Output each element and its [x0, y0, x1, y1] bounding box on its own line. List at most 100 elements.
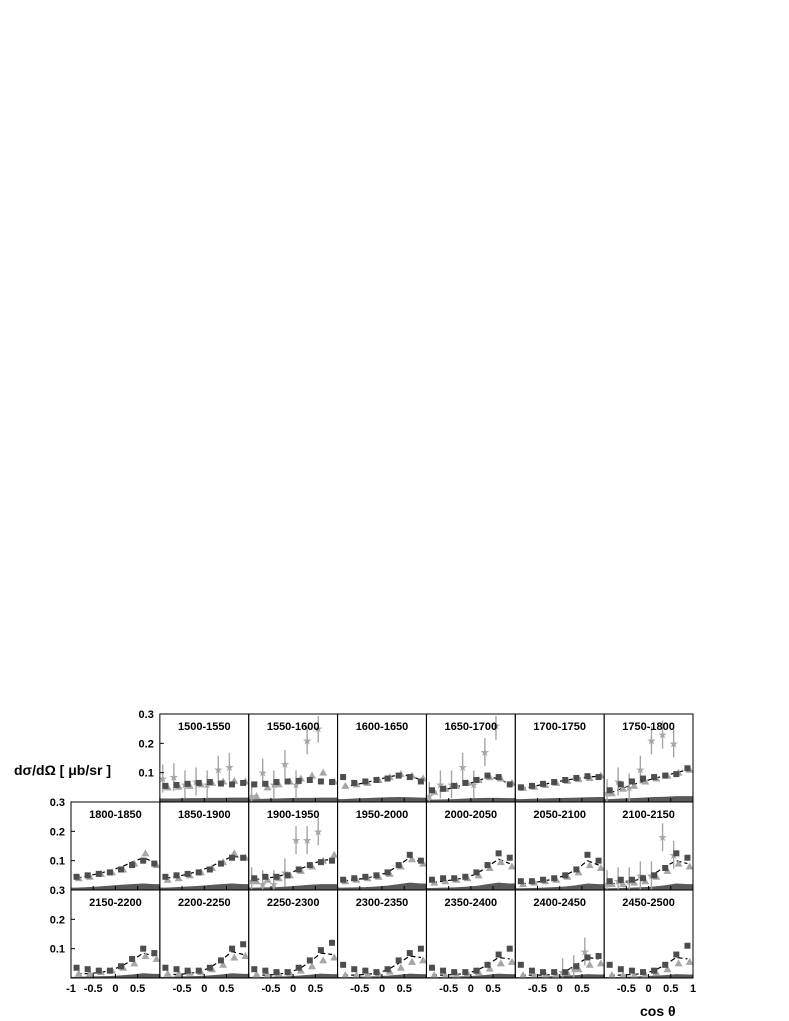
panel-12-label: 2050-2100 — [533, 809, 586, 821]
panel-20-square-point — [684, 942, 691, 949]
panel-19-star-point: ★ — [580, 946, 590, 959]
panel-8-square-point — [195, 869, 202, 876]
panel-4-star-point: ★ — [458, 761, 468, 774]
panel-2-square-point — [329, 779, 336, 786]
x-tick-label: -0.5 — [439, 983, 458, 995]
panel-10-square-point — [351, 875, 358, 882]
panel-6-square-point — [606, 787, 613, 794]
panel-19-square-point — [595, 953, 602, 959]
panel-20-square-point — [673, 951, 680, 958]
panel-3-label: 1600-1650 — [356, 721, 409, 733]
panel-14-square-point — [106, 967, 113, 974]
panel-13-triangle-point — [685, 862, 694, 870]
panel-3-square-point — [373, 777, 380, 783]
panel-2-label: 1550-1600 — [267, 721, 320, 733]
panel-20-triangle-point — [607, 971, 616, 979]
panel-14-square-point — [129, 955, 136, 962]
panel-13-square-point — [651, 872, 658, 879]
panel-9-square-point — [295, 866, 302, 873]
panel-17-model-curve — [343, 955, 421, 976]
panel-6-square-point — [617, 781, 624, 788]
x-tick-label: 0 — [290, 983, 296, 995]
x-tick-label: -1 — [66, 983, 76, 995]
panel-6-square-point — [662, 772, 669, 779]
panel-12-square-point — [528, 878, 535, 885]
panel-19-triangle-point — [530, 971, 539, 979]
panel-2-square-point — [306, 777, 313, 783]
panel-18-square-point — [440, 967, 447, 974]
panel-17-square-point — [395, 957, 402, 964]
panel-1-star-point: ★ — [158, 773, 168, 786]
panel-13-square-point — [606, 878, 613, 885]
panel-3-square-point — [362, 778, 369, 785]
x-tick-label: 0.5 — [663, 983, 678, 995]
panel-9-star-point: ★ — [269, 878, 279, 891]
panel-20-triangle-point — [685, 957, 694, 965]
y-tick-label: 0.1 — [50, 856, 65, 868]
panel-9-square-point — [262, 873, 269, 880]
panel-12-square-point — [517, 878, 524, 885]
panel-15-square-point — [217, 957, 224, 964]
panel-6-square-point — [628, 778, 635, 785]
panel-3-square-point — [340, 774, 347, 781]
panel-14-square-point — [151, 950, 158, 957]
panel-14-square-point — [95, 967, 102, 974]
panel-13-square-point — [628, 876, 635, 883]
panel-20-square-point — [651, 967, 658, 974]
panel-13-square-point — [662, 865, 669, 871]
panel-9-star-point: ★ — [258, 878, 268, 891]
panel-2-star-point: ★ — [313, 723, 323, 736]
x-tick-label: 0.5 — [574, 983, 589, 995]
panel-14-square-point — [140, 945, 147, 952]
panel-2-triangle-point — [252, 792, 261, 800]
panel-16-square-point — [251, 966, 258, 973]
panel-9-label: 1900-1950 — [267, 809, 320, 821]
panel-14-square-point — [84, 966, 91, 973]
panel-8-square-point — [173, 872, 180, 879]
panel-12-square-point — [584, 851, 591, 858]
x-tick-label: -0.5 — [528, 983, 547, 995]
panel-1-square-point — [184, 780, 191, 787]
panel-13-square-point — [617, 876, 624, 883]
panel-9-star-point: ★ — [313, 825, 323, 838]
panel-7-square-point — [140, 857, 147, 864]
panel-10-label: 1950-2000 — [356, 809, 409, 821]
panel-2-star-point: ★ — [291, 778, 301, 791]
panel-17-triangle-point — [341, 971, 350, 979]
panel-18-triangle-point — [507, 957, 516, 965]
x-tick-label: 0 — [468, 983, 474, 995]
y-tick-label: 0.2 — [139, 738, 154, 750]
panel-7-square-point — [73, 873, 80, 880]
panel-14-square-point — [73, 964, 80, 971]
panel-2-triangle-point — [263, 783, 272, 791]
panel-7-square-point — [106, 869, 113, 876]
panel-3-triangle-point — [341, 781, 350, 789]
panel-13-triangle-point — [619, 880, 628, 888]
panel-10-square-point — [395, 862, 402, 869]
panel-6-square-point — [684, 765, 691, 772]
panel-5-square-point — [595, 774, 602, 781]
panel-6-star-point: ★ — [635, 764, 645, 777]
panel-7-square-point — [95, 870, 102, 877]
panel-15-triangle-point — [241, 952, 250, 959]
panel-10-square-point — [362, 873, 369, 880]
panel-17-square-point — [351, 966, 358, 973]
panel-6-star-point: ★ — [602, 787, 612, 800]
panel-10-square-point — [340, 876, 347, 883]
panel-17-triangle-point — [419, 956, 428, 964]
panel-3-square-point — [395, 772, 402, 779]
panel-1-label: 1500-1550 — [178, 721, 231, 733]
panel-6-label: 1750-1800 — [622, 721, 675, 733]
panel-6-triangle-point — [619, 784, 628, 792]
panel-20-triangle-point — [674, 959, 683, 967]
panel-15-square-point — [162, 964, 169, 971]
x-tick-label: 0.5 — [485, 983, 500, 995]
panel-2-star-point: ★ — [258, 767, 268, 780]
panel-13-square-point — [684, 854, 691, 861]
panel-13-star-point: ★ — [602, 878, 612, 891]
panel-11-square-point — [506, 854, 513, 861]
panel-17-square-point — [362, 967, 369, 974]
panel-3-square-point — [406, 774, 413, 781]
panel-4-star-point: ★ — [435, 778, 445, 791]
panel-20-label: 2450-2500 — [622, 897, 675, 909]
